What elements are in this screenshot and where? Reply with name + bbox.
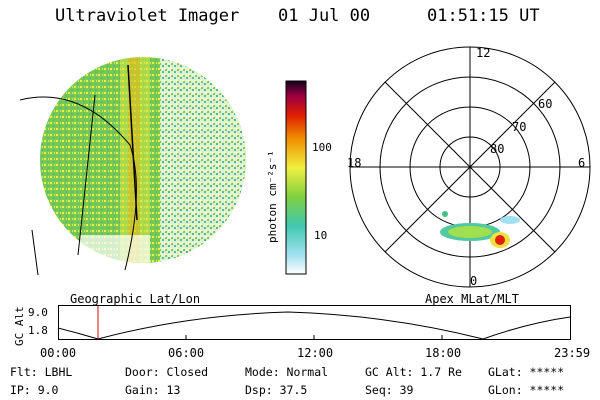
date-label: 01 Jul 00 (278, 6, 371, 26)
geographic-image (20, 57, 246, 276)
aurora-oval (440, 211, 520, 248)
instrument-title: Ultraviolet Imager (55, 6, 240, 26)
xtick-1200: 12:00 (297, 346, 334, 360)
xtick-0000: 00:00 (40, 346, 77, 360)
lat-label-80: 80 (490, 142, 505, 156)
info-door: Door: Closed (125, 365, 209, 379)
apex-caption: Apex MLat/MLT (425, 292, 519, 306)
altitude-ytick-9: 9.0 (28, 306, 48, 319)
lat-label-70: 70 (512, 120, 527, 134)
mlt-label-12: 12 (476, 46, 491, 60)
colorbar-unit-label: photon cm⁻²s⁻¹ (266, 150, 279, 243)
colorbar-tick-100: 100 (312, 141, 332, 154)
info-gc-alt: GC Alt: 1.7 Re (365, 365, 462, 379)
info-ip: IP: 9.0 (10, 383, 59, 397)
lat-label-60: 60 (538, 97, 553, 111)
info-glon: GLon: ***** (488, 383, 565, 397)
altitude-ylabel: GC Alt (13, 306, 26, 346)
time-label: 01:51:15 UT (427, 6, 540, 26)
info-flt: Flt: LBHL (10, 365, 73, 379)
xtick-1800: 18:00 (425, 346, 462, 360)
info-dsp: Dsp: 37.5 (245, 383, 308, 397)
mlt-label-0: 0 (470, 274, 478, 288)
mlt-label-18: 18 (347, 156, 362, 170)
mlt-label-6: 6 (578, 156, 586, 170)
colorbar-tick-10: 10 (314, 229, 328, 242)
altitude-plot (58, 305, 571, 340)
info-gain: Gain: 13 (125, 383, 181, 397)
colorbar (285, 80, 307, 275)
xtick-2359: 23:59 (554, 346, 591, 360)
polar-plot (349, 46, 591, 288)
info-glat: GLat: ***** (488, 365, 565, 379)
info-seq: Seq: 39 (365, 383, 414, 397)
altitude-ytick-1-8: 1.8 (28, 324, 48, 337)
info-mode: Mode: Normal (245, 365, 329, 379)
xtick-0600: 06:00 (168, 346, 205, 360)
geographic-caption: Geographic Lat/Lon (70, 292, 201, 306)
